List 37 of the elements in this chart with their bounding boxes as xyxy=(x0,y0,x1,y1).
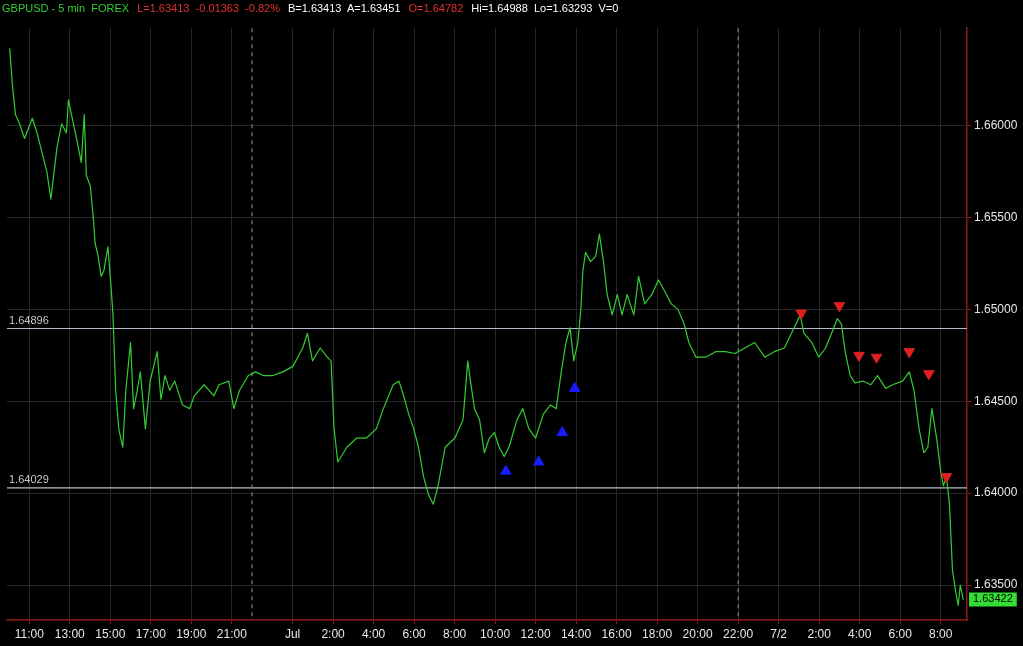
x-tick-label: 18:00 xyxy=(642,626,673,641)
x-tick-label: 4:00 xyxy=(361,626,386,641)
x-tick-label: 12:00 xyxy=(520,626,551,641)
x-tick-label: 22:00 xyxy=(723,626,754,641)
y-tick-label: 1.64000 xyxy=(974,485,1018,500)
chart-title: GBPUSD - 5 min FOREX xyxy=(2,2,130,14)
x-tick-label: 11:00 xyxy=(14,626,45,641)
y-tick-label: 1.64500 xyxy=(974,393,1018,408)
x-tick-label: 16:00 xyxy=(601,626,632,641)
annotation: 1.63422 xyxy=(973,592,1013,605)
ref-line-label: 1.64029 xyxy=(9,473,49,486)
text: O=1.64782 xyxy=(408,2,464,14)
x-tick-label: 17:00 xyxy=(135,626,167,641)
x-tick-label: 15:00 xyxy=(95,626,126,641)
x-tick-label: 6:00 xyxy=(888,626,913,641)
x-tick-label: 13:00 xyxy=(54,626,86,641)
x-tick-label: 2:00 xyxy=(807,626,832,641)
x-tick-label: 7/2 xyxy=(770,626,788,641)
text: Hi=1.64988 Lo=1.63293 V=0 xyxy=(471,2,619,14)
x-tick-label: 6:00 xyxy=(402,626,427,641)
y-tick-label: 1.63500 xyxy=(974,577,1018,592)
y-tick-label: 1.65500 xyxy=(974,209,1018,224)
y-tick-label: 1.65000 xyxy=(974,301,1018,316)
x-tick-label: 20:00 xyxy=(682,626,713,641)
x-tick-label: 10:00 xyxy=(480,626,511,641)
x-tick-label: 2:00 xyxy=(321,626,346,641)
text: L=1.63413 -0.01363 -0.82% xyxy=(137,2,280,14)
x-tick-label: 14:00 xyxy=(561,626,592,641)
text: B=1.63413 A=1.63451 xyxy=(287,2,401,14)
x-tick-label: Jul xyxy=(284,626,301,641)
x-tick-label: 19:00 xyxy=(176,626,207,641)
ref-line-label: 1.64896 xyxy=(9,314,49,327)
x-tick-label: 4:00 xyxy=(847,626,872,641)
y-tick-label: 1.66000 xyxy=(974,117,1018,132)
x-tick-label: 8:00 xyxy=(442,626,467,641)
x-tick-label: 21:00 xyxy=(216,626,248,641)
x-tick-label: 8:00 xyxy=(928,626,953,641)
